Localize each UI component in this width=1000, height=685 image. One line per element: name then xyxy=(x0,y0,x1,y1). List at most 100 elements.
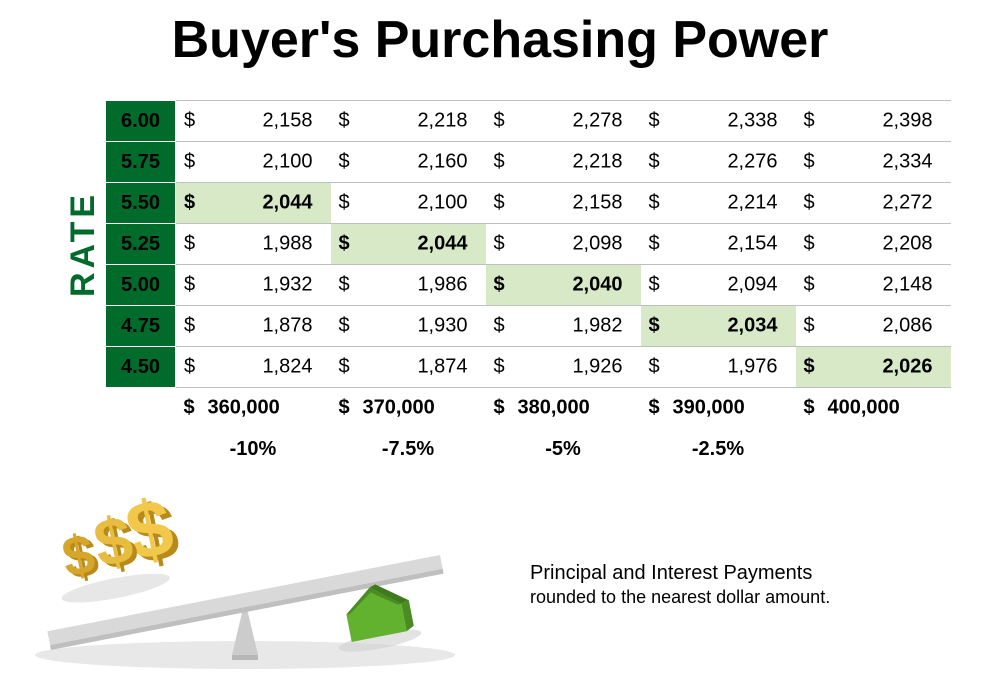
currency-symbol: $ xyxy=(494,274,505,297)
currency-symbol: $ xyxy=(339,110,350,133)
payment-value: 2,040 xyxy=(572,274,622,297)
payment-value: 1,824 xyxy=(262,356,312,379)
rate-axis-label: RATE xyxy=(60,100,103,387)
payment-cell: $2,094 xyxy=(641,265,796,306)
payment-value: 1,988 xyxy=(262,233,312,256)
currency-symbol: $ xyxy=(804,151,815,174)
currency-symbol: $ xyxy=(184,192,195,215)
payment-cell: $2,034 xyxy=(641,306,796,347)
currency-symbol: $ xyxy=(339,315,350,338)
currency-symbol: $ xyxy=(494,110,505,133)
loan-amount-cell: $360,000 xyxy=(176,388,331,429)
payment-cell: $2,160 xyxy=(331,142,486,183)
payment-cell: $2,100 xyxy=(331,183,486,224)
payment-value: 2,218 xyxy=(572,151,622,174)
currency-symbol: $ xyxy=(339,192,350,215)
payment-value: 2,044 xyxy=(417,233,467,256)
rate-header-cell: 4.50 xyxy=(106,347,176,388)
currency-symbol: $ xyxy=(184,151,195,174)
rate-table-wrap: RATE 6.00$2,158$2,218$2,278$2,338$2,3985… xyxy=(60,100,951,470)
rate-table: 6.00$2,158$2,218$2,278$2,338$2,3985.75$2… xyxy=(105,100,951,470)
currency-symbol: $ xyxy=(339,356,350,379)
currency-symbol: $ xyxy=(804,356,815,379)
table-row: 6.00$2,158$2,218$2,278$2,338$2,398 xyxy=(106,101,951,142)
rate-header-cell: 6.00 xyxy=(106,101,176,142)
payment-value: 2,338 xyxy=(727,110,777,133)
payment-cell: $2,154 xyxy=(641,224,796,265)
payment-cell: $1,926 xyxy=(486,347,641,388)
payment-cell: $2,218 xyxy=(331,101,486,142)
payment-value: 1,932 xyxy=(262,274,312,297)
seesaw-illustration: $ $ $ $ $ $ xyxy=(10,450,480,680)
loan-amount-value: 380,000 xyxy=(518,397,590,420)
payment-cell: $1,982 xyxy=(486,306,641,347)
payment-value: 2,100 xyxy=(417,192,467,215)
rate-header-cell: 5.50 xyxy=(106,183,176,224)
payment-value: 2,098 xyxy=(572,233,622,256)
loan-amount-cell: $370,000 xyxy=(331,388,486,429)
payment-cell: $1,932 xyxy=(176,265,331,306)
footnote: Principal and Interest Payments rounded … xyxy=(530,560,830,609)
payment-value: 2,208 xyxy=(882,233,932,256)
loan-amount-row: $360,000$370,000$380,000$390,000$400,000 xyxy=(106,388,951,429)
payment-cell: $1,976 xyxy=(641,347,796,388)
table-row: 5.50$2,044$2,100$2,158$2,214$2,272 xyxy=(106,183,951,224)
payment-cell: $2,214 xyxy=(641,183,796,224)
currency-symbol: $ xyxy=(804,233,815,256)
payment-value: 1,926 xyxy=(572,356,622,379)
payment-value: 2,100 xyxy=(262,151,312,174)
payment-cell: $2,148 xyxy=(796,265,951,306)
currency-symbol: $ xyxy=(494,315,505,338)
currency-symbol: $ xyxy=(184,356,195,379)
currency-symbol: $ xyxy=(649,356,660,379)
table-row: 5.25$1,988$2,044$2,098$2,154$2,208 xyxy=(106,224,951,265)
payment-cell: $2,086 xyxy=(796,306,951,347)
currency-symbol: $ xyxy=(804,315,815,338)
payment-cell: $1,824 xyxy=(176,347,331,388)
loan-amount-value: 390,000 xyxy=(673,397,745,420)
currency-symbol: $ xyxy=(804,192,815,215)
footnote-line1: Principal and Interest Payments xyxy=(530,560,830,586)
payment-cell: $2,276 xyxy=(641,142,796,183)
payment-value: 2,034 xyxy=(727,315,777,338)
payment-value: 1,878 xyxy=(262,315,312,338)
currency-symbol: $ xyxy=(649,192,660,215)
payment-value: 2,272 xyxy=(882,192,932,215)
payment-value: 2,278 xyxy=(572,110,622,133)
payment-cell: $1,874 xyxy=(331,347,486,388)
currency-symbol: $ xyxy=(494,397,505,420)
footnote-line2: rounded to the nearest dollar amount. xyxy=(530,586,830,609)
loan-amount-value: 400,000 xyxy=(828,397,900,420)
payment-cell: $2,272 xyxy=(796,183,951,224)
payment-cell: $2,218 xyxy=(486,142,641,183)
currency-symbol: $ xyxy=(184,274,195,297)
currency-symbol: $ xyxy=(339,151,350,174)
currency-symbol: $ xyxy=(649,233,660,256)
currency-symbol: $ xyxy=(649,315,660,338)
currency-symbol: $ xyxy=(339,397,350,420)
payment-value: 1,874 xyxy=(417,356,467,379)
loan-amount-value: 370,000 xyxy=(363,397,435,420)
currency-symbol: $ xyxy=(184,110,195,133)
payment-cell: $2,040 xyxy=(486,265,641,306)
loan-amount-cell: $380,000 xyxy=(486,388,641,429)
payment-value: 2,154 xyxy=(727,233,777,256)
rate-header-cell: 5.00 xyxy=(106,265,176,306)
payment-cell: $2,334 xyxy=(796,142,951,183)
payment-cell: $2,158 xyxy=(176,101,331,142)
payment-value: 1,986 xyxy=(417,274,467,297)
currency-symbol: $ xyxy=(649,274,660,297)
currency-symbol: $ xyxy=(494,233,505,256)
currency-symbol: $ xyxy=(804,110,815,133)
payment-value: 2,158 xyxy=(572,192,622,215)
payment-value: 2,214 xyxy=(727,192,777,215)
table-row: 5.00$1,932$1,986$2,040$2,094$2,148 xyxy=(106,265,951,306)
currency-symbol: $ xyxy=(494,356,505,379)
table-row: 4.50$1,824$1,874$1,926$1,976$2,026 xyxy=(106,347,951,388)
percent-change-cell: -2.5% xyxy=(641,429,796,470)
page-title: Buyer's Purchasing Power xyxy=(0,10,1000,70)
payment-value: 2,044 xyxy=(262,192,312,215)
payment-value: 1,982 xyxy=(572,315,622,338)
currency-symbol: $ xyxy=(649,110,660,133)
currency-symbol: $ xyxy=(184,233,195,256)
